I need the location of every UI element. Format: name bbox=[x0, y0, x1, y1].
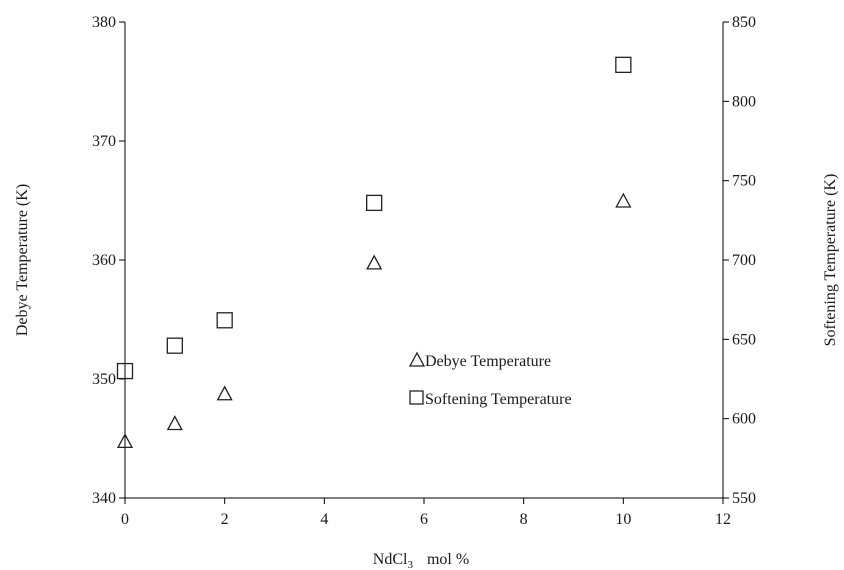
y-tick-label: 370 bbox=[92, 133, 116, 150]
legend-triangle-marker bbox=[408, 351, 426, 367]
x-tick-label: 6 bbox=[420, 511, 428, 528]
y2-tick-label: 850 bbox=[732, 14, 756, 31]
y2-tick-label: 800 bbox=[732, 93, 756, 110]
legend-square-marker bbox=[409, 390, 424, 405]
y-tick-label: 340 bbox=[92, 490, 116, 507]
debye-point bbox=[166, 415, 183, 431]
y2-tick-label: 750 bbox=[732, 173, 756, 190]
debye-point bbox=[615, 192, 632, 208]
softening-point bbox=[166, 337, 183, 354]
y-tick-label: 360 bbox=[92, 252, 116, 269]
x-tick-label: 12 bbox=[715, 511, 731, 528]
softening-point bbox=[216, 312, 233, 329]
legend-entry-softening: Softening Temperature bbox=[409, 390, 572, 408]
y2-tick-label: 550 bbox=[732, 490, 756, 507]
y2-tick-label: 700 bbox=[732, 252, 756, 269]
y-tick-label: 350 bbox=[92, 371, 116, 388]
softening-point bbox=[615, 56, 632, 73]
legend: Debye Temperature Softening Temperature bbox=[408, 351, 572, 408]
debye-point bbox=[216, 385, 233, 401]
x-tick-label: 0 bbox=[121, 511, 129, 528]
legend-label-debye: Debye Temperature bbox=[425, 353, 551, 370]
debye-point bbox=[116, 433, 134, 449]
x-tick-label: 2 bbox=[221, 511, 229, 528]
softening-point bbox=[116, 362, 134, 380]
axes bbox=[124, 22, 724, 499]
x-tick-label: 8 bbox=[520, 511, 528, 528]
x-tick-label: 10 bbox=[615, 511, 631, 528]
x-axis-title-main: NdCl bbox=[373, 551, 408, 568]
y-tick-label: 380 bbox=[92, 14, 116, 31]
data-points bbox=[116, 56, 632, 449]
y2-tick-label: 600 bbox=[732, 411, 756, 428]
ticks: 340 350 360 370 380 550 600 650 700 750 800 850 0 2 4 6… bbox=[92, 14, 756, 528]
x-axis-title: NdCl3 mol % bbox=[373, 551, 469, 570]
debye-point bbox=[366, 254, 383, 270]
legend-entry-debye: Debye Temperature bbox=[408, 351, 551, 370]
x-axis-title-unit: mol % bbox=[427, 551, 469, 568]
softening-point bbox=[366, 194, 383, 212]
legend-label-softening: Softening Temperature bbox=[425, 391, 572, 408]
x-axis-title-subscript: 3 bbox=[407, 559, 413, 570]
x-tick-label: 4 bbox=[320, 511, 328, 528]
y2-tick-label: 650 bbox=[732, 331, 756, 348]
y-axis-title: Debye Temperature (K) bbox=[14, 184, 31, 336]
y2-axis-title: Softening Temperature (K) bbox=[822, 174, 839, 347]
